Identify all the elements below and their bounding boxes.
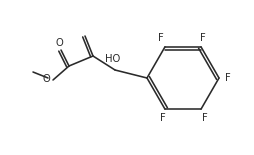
Text: O: O (42, 74, 50, 84)
Text: O: O (55, 38, 63, 48)
Text: HO: HO (105, 54, 121, 64)
Text: F: F (200, 33, 206, 43)
Text: F: F (160, 113, 166, 123)
Text: F: F (225, 73, 231, 83)
Text: F: F (202, 113, 208, 123)
Text: F: F (158, 33, 164, 43)
